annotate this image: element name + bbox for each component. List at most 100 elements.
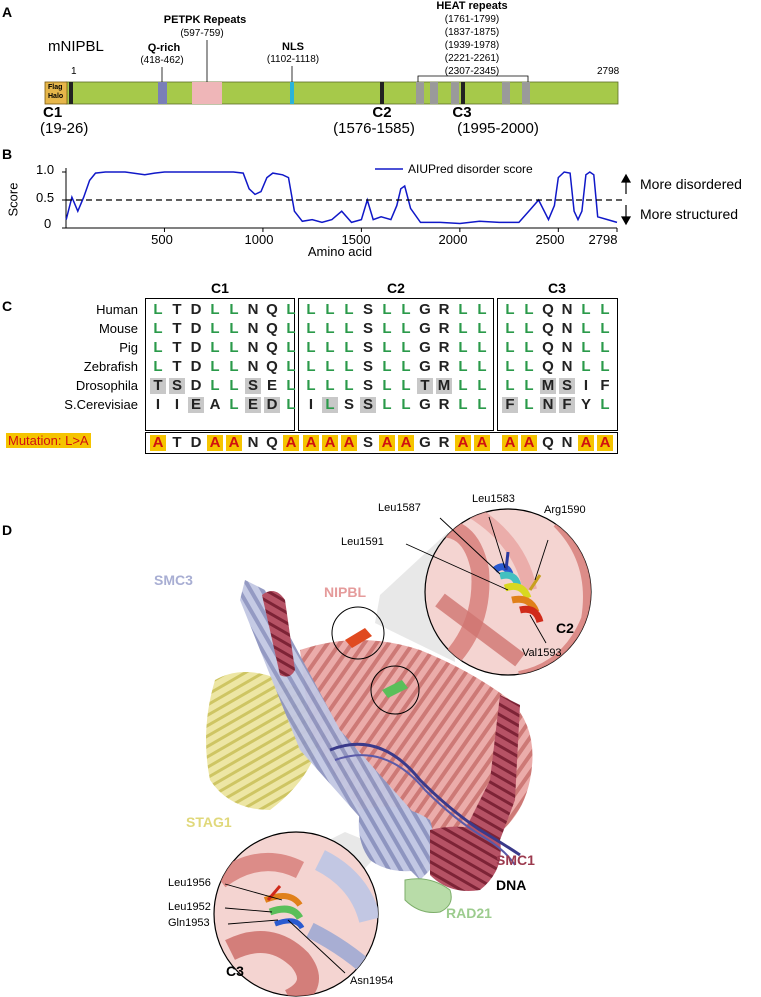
heat-domain-3 <box>451 82 459 104</box>
c2-site-circle <box>331 606 385 660</box>
residue-c2-r5-p2: L <box>325 377 335 394</box>
residue-c1-r3-p5: L <box>229 339 239 356</box>
residue-c1-r6-p3: E <box>188 397 204 413</box>
residue-c2-r1-p1: L <box>306 301 316 318</box>
mutant-c2-p4: S <box>362 434 373 451</box>
heat-name: HEAT repeats <box>436 0 508 12</box>
residue-c1-r3-p6: N <box>247 339 259 356</box>
residue-c1-r6-p8: L <box>286 396 296 413</box>
residue-c3-r4-p2: L <box>524 358 534 375</box>
motif-c1-range: (19-26) <box>40 120 89 137</box>
panel-a-label: A <box>2 4 13 20</box>
zoom-c3-content <box>214 850 378 996</box>
protein-name: mNIPBL <box>48 38 104 55</box>
mutant-c1-p6: N <box>247 434 259 451</box>
smc1-head <box>430 826 501 891</box>
residue-c2-r2-p8: R <box>438 320 450 337</box>
residue-c3-r6-p4: F <box>559 397 575 413</box>
chain-smc1: SMC1 <box>496 852 535 868</box>
residue-c2-r2-p10: L <box>477 320 487 337</box>
residue-c2-r4-p10: L <box>477 358 487 375</box>
mutant-c2-p2: A <box>322 435 338 451</box>
motif-c1-mark <box>69 82 73 104</box>
residue-c2-r6-p6: L <box>401 396 411 413</box>
residue-c2-r5-p1: L <box>306 377 316 394</box>
residue-c1-r5-p8: L <box>286 377 296 394</box>
heat-range-2: (1837-1875) <box>444 27 500 38</box>
mutant-c1-p3: D <box>190 434 202 451</box>
residue-c1-r4-p5: L <box>229 358 239 375</box>
motif-c2-range: (1576-1585) <box>333 120 415 137</box>
residue-c2-r6-p7: G <box>419 396 431 413</box>
species-drosophila: Drosophila <box>75 378 138 393</box>
residue-c3-r5-p1: L <box>505 377 515 394</box>
mutant-c3-p6: A <box>597 435 613 451</box>
residue-c3-r6-p5: Y <box>580 396 591 413</box>
residue-c2-r3-p1: L <box>306 339 316 356</box>
xtick-1: 500 <box>151 232 173 247</box>
residue-c1-r2-p8: L <box>286 320 296 337</box>
qrich-name: Q-rich <box>147 42 181 54</box>
residue-c3-r6-p3: N <box>540 397 556 413</box>
residue-c2-r2-p3: L <box>344 320 354 337</box>
residue-c3-r1-p1: L <box>505 301 515 318</box>
residue-c1-r4-p2: T <box>172 358 182 375</box>
heat-domain-4 <box>502 82 510 104</box>
residue-c3-r6-p1: F <box>502 397 518 413</box>
ytick-1: 1.0 <box>36 162 55 177</box>
residue-c2-r4-p2: L <box>325 358 335 375</box>
residue-c2-r3-p7: G <box>419 339 431 356</box>
residue-c1-r2-p3: D <box>190 320 202 337</box>
chain-stag1: STAG1 <box>186 814 232 830</box>
residue-c2-r3-p8: R <box>438 339 450 356</box>
block-c3-title: C3 <box>548 280 566 296</box>
residue-c2-r4-p6: L <box>401 358 411 375</box>
residue-c2-r5-p4: S <box>362 377 373 394</box>
residue-c1-r2-p6: N <box>247 320 259 337</box>
tag-halo: Halo <box>48 93 64 100</box>
chain-smc3: SMC3 <box>154 572 193 588</box>
heat-range-1: (1761-1799) <box>444 14 500 25</box>
residue-c2-r5-p9: L <box>458 377 468 394</box>
xtick-5: 2500 <box>535 232 565 247</box>
zoom-c3-label: C3 <box>226 963 244 979</box>
residue-c3-r2-p2: L <box>524 320 534 337</box>
residue-c2-r2-p4: S <box>362 320 373 337</box>
mutant-c2-p3: A <box>341 435 357 451</box>
residue-c2-r5-p8: M <box>436 377 452 394</box>
block-c1 <box>145 298 295 431</box>
residue-c1-r4-p6: N <box>247 358 259 375</box>
residue-c2-r6-p4: S <box>360 397 376 413</box>
residue-c3-r3-p1: L <box>505 339 515 356</box>
residue-c2-r4-p5: L <box>382 358 392 375</box>
petpk-range: (597-759) <box>180 28 224 39</box>
residue-asn1954: Asn1954 <box>350 975 394 987</box>
residue-c2-r6-p10: L <box>477 396 487 413</box>
residue-c2-r3-p4: S <box>362 339 373 356</box>
residue-c1-r5-p6: S <box>245 378 261 394</box>
alignment-panel: Human Mouse Pig Zebrafish Drosophila S.C… <box>0 276 761 466</box>
zoom-c2-label: C2 <box>556 620 574 636</box>
mutant-c2-p10: A <box>474 435 490 451</box>
residue-c2-r4-p7: G <box>419 358 431 375</box>
chain-rad21: RAD21 <box>446 905 492 921</box>
panel-d-label: D <box>2 522 13 538</box>
nls-name: NLS <box>282 41 304 53</box>
residue-c3-r1-p2: L <box>524 301 534 318</box>
xtick-6: 2798 <box>588 232 618 247</box>
residue-c3-r5-p4: S <box>559 378 575 394</box>
motif-c1-name: C1 <box>43 104 63 121</box>
residue-c3-r6-p2: L <box>524 396 534 413</box>
start-position: 1 <box>71 66 77 77</box>
residue-c2-r4-p1: L <box>306 358 316 375</box>
residue-c3-r3-p5: L <box>581 339 591 356</box>
residue-c1-r4-p3: D <box>190 358 202 375</box>
petpk-domain <box>192 82 222 104</box>
mutant-c1-p8: A <box>283 435 299 451</box>
residue-c2-r1-p8: R <box>438 301 450 318</box>
residue-c2-r1-p9: L <box>458 301 468 318</box>
residue-c1-r3-p8: L <box>286 339 296 356</box>
residue-c1-r1-p1: L <box>153 301 163 318</box>
residue-c3-r5-p6: F <box>600 377 610 394</box>
mutant-c1-p2: T <box>172 434 182 451</box>
